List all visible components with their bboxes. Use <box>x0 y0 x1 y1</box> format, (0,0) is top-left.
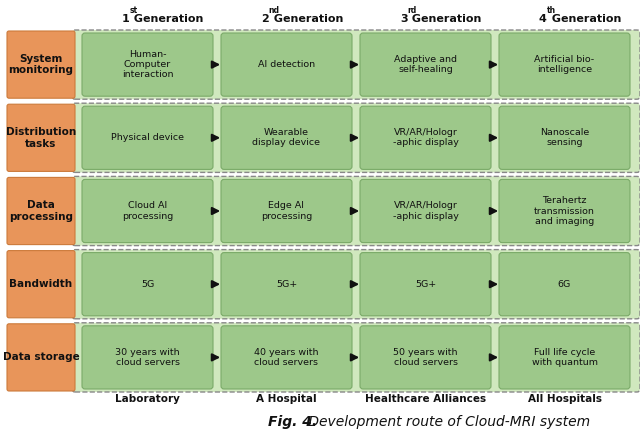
Text: Laboratory: Laboratory <box>115 394 180 404</box>
Text: Data
processing: Data processing <box>9 200 73 222</box>
Text: VR/AR/Hologr
-aphic display: VR/AR/Hologr -aphic display <box>392 128 458 147</box>
FancyBboxPatch shape <box>82 326 213 389</box>
Text: 4: 4 <box>539 14 547 24</box>
FancyBboxPatch shape <box>7 104 75 172</box>
FancyBboxPatch shape <box>82 253 213 316</box>
Text: 40 years with
cloud servers: 40 years with cloud servers <box>254 348 319 367</box>
Text: Edge AI
processing: Edge AI processing <box>261 201 312 221</box>
Text: System
monitoring: System monitoring <box>8 54 74 76</box>
Text: 5G: 5G <box>141 280 154 289</box>
FancyBboxPatch shape <box>72 103 640 172</box>
FancyBboxPatch shape <box>221 326 352 389</box>
FancyBboxPatch shape <box>72 250 640 319</box>
Text: rd: rd <box>408 6 417 15</box>
Text: Distribution
tasks: Distribution tasks <box>6 127 76 149</box>
Text: Full life cycle
with quantum: Full life cycle with quantum <box>531 348 598 367</box>
Text: Generation: Generation <box>408 14 482 24</box>
Text: th: th <box>547 6 556 15</box>
FancyBboxPatch shape <box>360 106 491 169</box>
FancyBboxPatch shape <box>499 179 630 243</box>
Text: Terahertz
transmission
and imaging: Terahertz transmission and imaging <box>534 196 595 226</box>
FancyBboxPatch shape <box>360 326 491 389</box>
Text: 30 years with
cloud servers: 30 years with cloud servers <box>115 348 180 367</box>
Text: Bandwidth: Bandwidth <box>10 279 72 289</box>
FancyBboxPatch shape <box>499 326 630 389</box>
Text: st: st <box>129 6 138 15</box>
FancyBboxPatch shape <box>360 253 491 316</box>
FancyBboxPatch shape <box>72 323 640 392</box>
FancyBboxPatch shape <box>499 106 630 169</box>
FancyBboxPatch shape <box>221 179 352 243</box>
Text: Adaptive and
self-healing: Adaptive and self-healing <box>394 55 457 74</box>
FancyBboxPatch shape <box>499 253 630 316</box>
Text: Generation: Generation <box>269 14 343 24</box>
FancyBboxPatch shape <box>360 33 491 96</box>
Text: AI detection: AI detection <box>258 60 315 69</box>
FancyBboxPatch shape <box>82 179 213 243</box>
Text: A Hospital: A Hospital <box>256 394 317 404</box>
Text: Cloud AI
processing: Cloud AI processing <box>122 201 173 221</box>
Text: 3: 3 <box>400 14 408 24</box>
Text: Physical device: Physical device <box>111 133 184 142</box>
FancyBboxPatch shape <box>72 30 640 99</box>
Text: Data storage: Data storage <box>3 353 79 362</box>
FancyBboxPatch shape <box>72 176 640 246</box>
FancyBboxPatch shape <box>221 253 352 316</box>
Text: Wearable
display device: Wearable display device <box>253 128 321 147</box>
Text: 50 years with
cloud servers: 50 years with cloud servers <box>393 348 458 367</box>
FancyBboxPatch shape <box>7 251 75 318</box>
Text: Healthcare Alliances: Healthcare Alliances <box>365 394 486 404</box>
Text: 1: 1 <box>122 14 129 24</box>
FancyBboxPatch shape <box>221 33 352 96</box>
FancyBboxPatch shape <box>221 106 352 169</box>
FancyBboxPatch shape <box>499 33 630 96</box>
Text: Fig. 4.: Fig. 4. <box>268 415 317 429</box>
Text: 2: 2 <box>260 14 269 24</box>
Text: Nanoscale
sensing: Nanoscale sensing <box>540 128 589 147</box>
Text: 6G: 6G <box>558 280 571 289</box>
FancyBboxPatch shape <box>7 324 75 391</box>
Text: All Hospitals: All Hospitals <box>527 394 602 404</box>
Text: 5G+: 5G+ <box>415 280 436 289</box>
FancyBboxPatch shape <box>7 178 75 245</box>
FancyBboxPatch shape <box>82 33 213 96</box>
FancyBboxPatch shape <box>82 106 213 169</box>
Text: VR/AR/Hologr
-aphic display: VR/AR/Hologr -aphic display <box>392 201 458 221</box>
Text: Artificial bio-
intelligence: Artificial bio- intelligence <box>534 55 595 74</box>
Text: 5G+: 5G+ <box>276 280 297 289</box>
Text: Generation: Generation <box>131 14 204 24</box>
Text: Development route of Cloud-MRI system: Development route of Cloud-MRI system <box>304 415 590 429</box>
Text: nd: nd <box>269 6 280 15</box>
FancyBboxPatch shape <box>7 31 75 98</box>
Text: Human-
Computer
interaction: Human- Computer interaction <box>122 50 173 79</box>
FancyBboxPatch shape <box>360 179 491 243</box>
Text: Generation: Generation <box>547 14 621 24</box>
